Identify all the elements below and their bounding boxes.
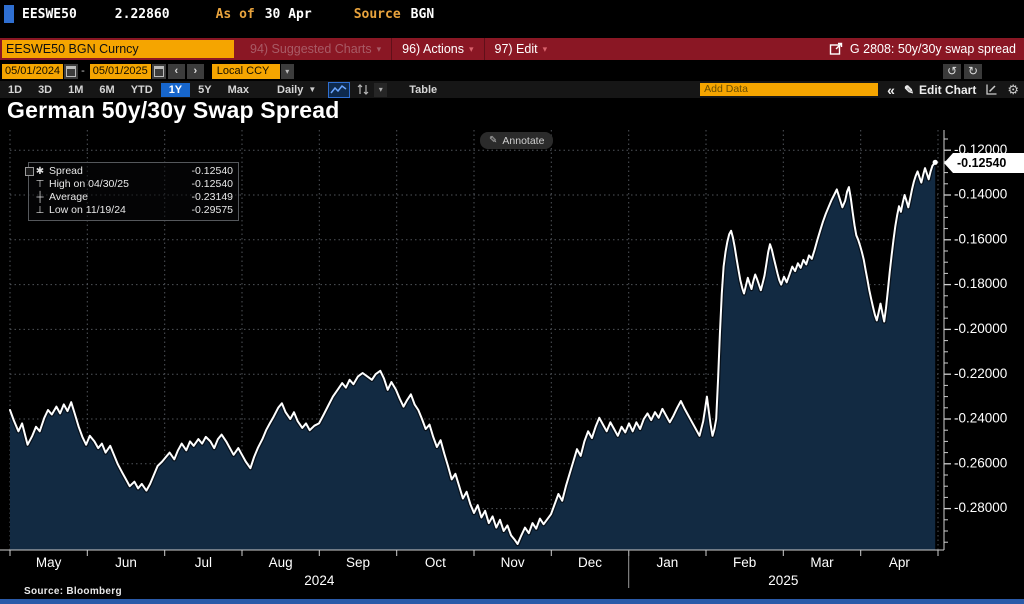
range-bar: 05/01/2024 - 05/01/2025 ‹ › Local CCY ▾ … [0,62,1024,80]
legend-drag-handle[interactable] [25,167,34,176]
period-ytd-button[interactable]: YTD [130,83,153,96]
svg-text:-0.18000: -0.18000 [954,276,1007,291]
currency-select[interactable]: Local CCY [211,63,280,79]
svg-text:-0.22000: -0.22000 [954,366,1007,381]
security-flag-icon [4,5,14,23]
svg-text:May: May [36,555,62,570]
undo-button[interactable]: ↺ [943,63,961,79]
chevron-down-icon: ▾ [542,43,548,54]
menu-edit[interactable]: 97) Edit ▾ [483,38,558,60]
last-value-tag: -0.12540 [944,153,1024,173]
chevron-down-icon: ▼ [308,85,317,94]
collapse-panel-button[interactable]: « [887,81,895,98]
bottom-status-strip [0,599,1024,604]
average-marker-icon: ┼ [36,192,44,203]
line-chart-type-button[interactable] [328,81,351,98]
annotate-button[interactable]: ✎ Annotate [480,132,554,149]
period-5y-button[interactable]: 5Y [198,83,212,96]
svg-text:-0.24000: -0.24000 [954,411,1007,426]
svg-text:-0.20000: -0.20000 [954,321,1007,336]
as-of-label: As of [215,6,255,22]
ohlc-bars-icon [357,84,369,95]
settings-gear-button[interactable]: ⚙ [1007,81,1019,97]
calendar-icon [66,65,77,77]
chart-type-caret-button[interactable]: ▾ [374,82,388,97]
svg-text:-0.28000: -0.28000 [954,500,1007,515]
price-chart-plot[interactable]: -0.12000-0.14000-0.16000-0.18000-0.20000… [0,130,1024,604]
svg-text:-0.16000: -0.16000 [954,231,1007,246]
svg-text:Jun: Jun [115,555,137,570]
svg-text:Oct: Oct [425,555,446,570]
chevron-down-icon: ▾ [376,43,382,54]
add-data-input[interactable]: Add Data [700,83,879,96]
edit-chart-button[interactable]: ✎ Edit Chart [903,82,977,97]
svg-text:2024: 2024 [304,573,335,588]
end-date-input[interactable]: 05/01/2025 [89,63,151,79]
shift-range-back-button[interactable]: ‹ [167,63,185,79]
table-button[interactable]: Table [409,83,438,96]
high-marker-icon: ⊤ [35,179,45,190]
svg-text:Dec: Dec [578,555,602,570]
svg-text:Sep: Sep [346,555,370,570]
legend-row-high[interactable]: ⊤ High on 04/30/25 -0.12540 [33,178,233,191]
chart-id-area: G 2808: 50y/30y swap spread [829,42,1024,56]
shift-range-forward-button[interactable]: › [186,63,204,79]
svg-text:Jul: Jul [195,555,212,570]
chart-title: German 50y/30y Swap Spread [7,97,340,123]
svg-text:-0.26000: -0.26000 [954,455,1007,470]
frequency-dropdown[interactable]: Daily ▼ [277,83,317,96]
low-marker-icon: ⊥ [35,205,45,216]
launch-icon[interactable] [829,42,843,56]
redo-button[interactable]: ↻ [964,63,982,79]
line-chart-icon [330,84,347,93]
svg-text:Jan: Jan [656,555,678,570]
menu-suggested-charts[interactable]: 94) Suggested Charts ▾ [250,42,382,56]
legend-row-average[interactable]: ┼ Average -0.23149 [33,191,233,204]
period-1m-button[interactable]: 1M [68,83,84,96]
svg-text:Nov: Nov [501,555,525,570]
chart-legend[interactable]: ✱ Spread -0.12540 ⊤ High on 04/30/25 -0.… [25,162,239,221]
modify-chart-button[interactable] [985,83,998,96]
source-note: Source: Bloomberg [24,586,122,597]
menu-actions[interactable]: 96) Actions ▾ [391,38,483,60]
period-max-button[interactable]: Max [227,83,250,96]
chart-toolbar: 1D 3D 1M 6M YTD 1Y 5Y Max Daily ▼ ▾ Tabl… [0,81,1024,98]
security-input[interactable]: EESWE50 BGN Curncy [2,40,234,58]
source-value: BGN [410,6,435,22]
legend-row-spread[interactable]: ✱ Spread -0.12540 [33,165,233,178]
calendar-icon [153,65,164,77]
svg-text:Aug: Aug [269,555,293,570]
start-calendar-button[interactable] [64,63,79,79]
start-date-input[interactable]: 05/01/2024 [2,63,64,79]
period-1y-button[interactable]: 1Y [160,82,191,97]
chart-id-label: G 2808: 50y/30y swap spread [849,42,1016,56]
pencil-icon: ✎ [903,82,914,97]
chevron-down-icon: ▾ [468,43,474,54]
period-3d-button[interactable]: 3D [38,83,53,96]
currency-caret-button[interactable]: ▾ [280,63,294,79]
svg-text:Mar: Mar [810,555,834,570]
ticker: EESWE50 [22,6,77,22]
bar-chart-type-button[interactable] [356,83,370,96]
svg-text:-0.14000: -0.14000 [954,187,1007,202]
end-calendar-button[interactable] [151,63,166,79]
pencil-icon: ✎ [489,135,498,146]
quote-bar: EESWE50 2.22860 As of 30 Apr Source BGN [0,0,1024,28]
period-1d-button[interactable]: 1D [8,83,23,96]
command-bar: EESWE50 BGN Curncy 94) Suggested Charts … [0,38,1024,60]
legend-row-low[interactable]: ⊥ Low on 11/19/24 -0.29575 [33,204,233,217]
svg-text:Apr: Apr [889,555,911,570]
as-of-date: 30 Apr [264,6,312,22]
last-price: 2.22860 [114,6,170,22]
svg-text:Feb: Feb [733,555,756,570]
date-range-separator: - [81,65,85,77]
source-label: Source [353,6,401,22]
period-6m-button[interactable]: 6M [99,83,115,96]
svg-text:2025: 2025 [768,573,798,588]
spread-marker-icon: ✱ [35,166,45,177]
